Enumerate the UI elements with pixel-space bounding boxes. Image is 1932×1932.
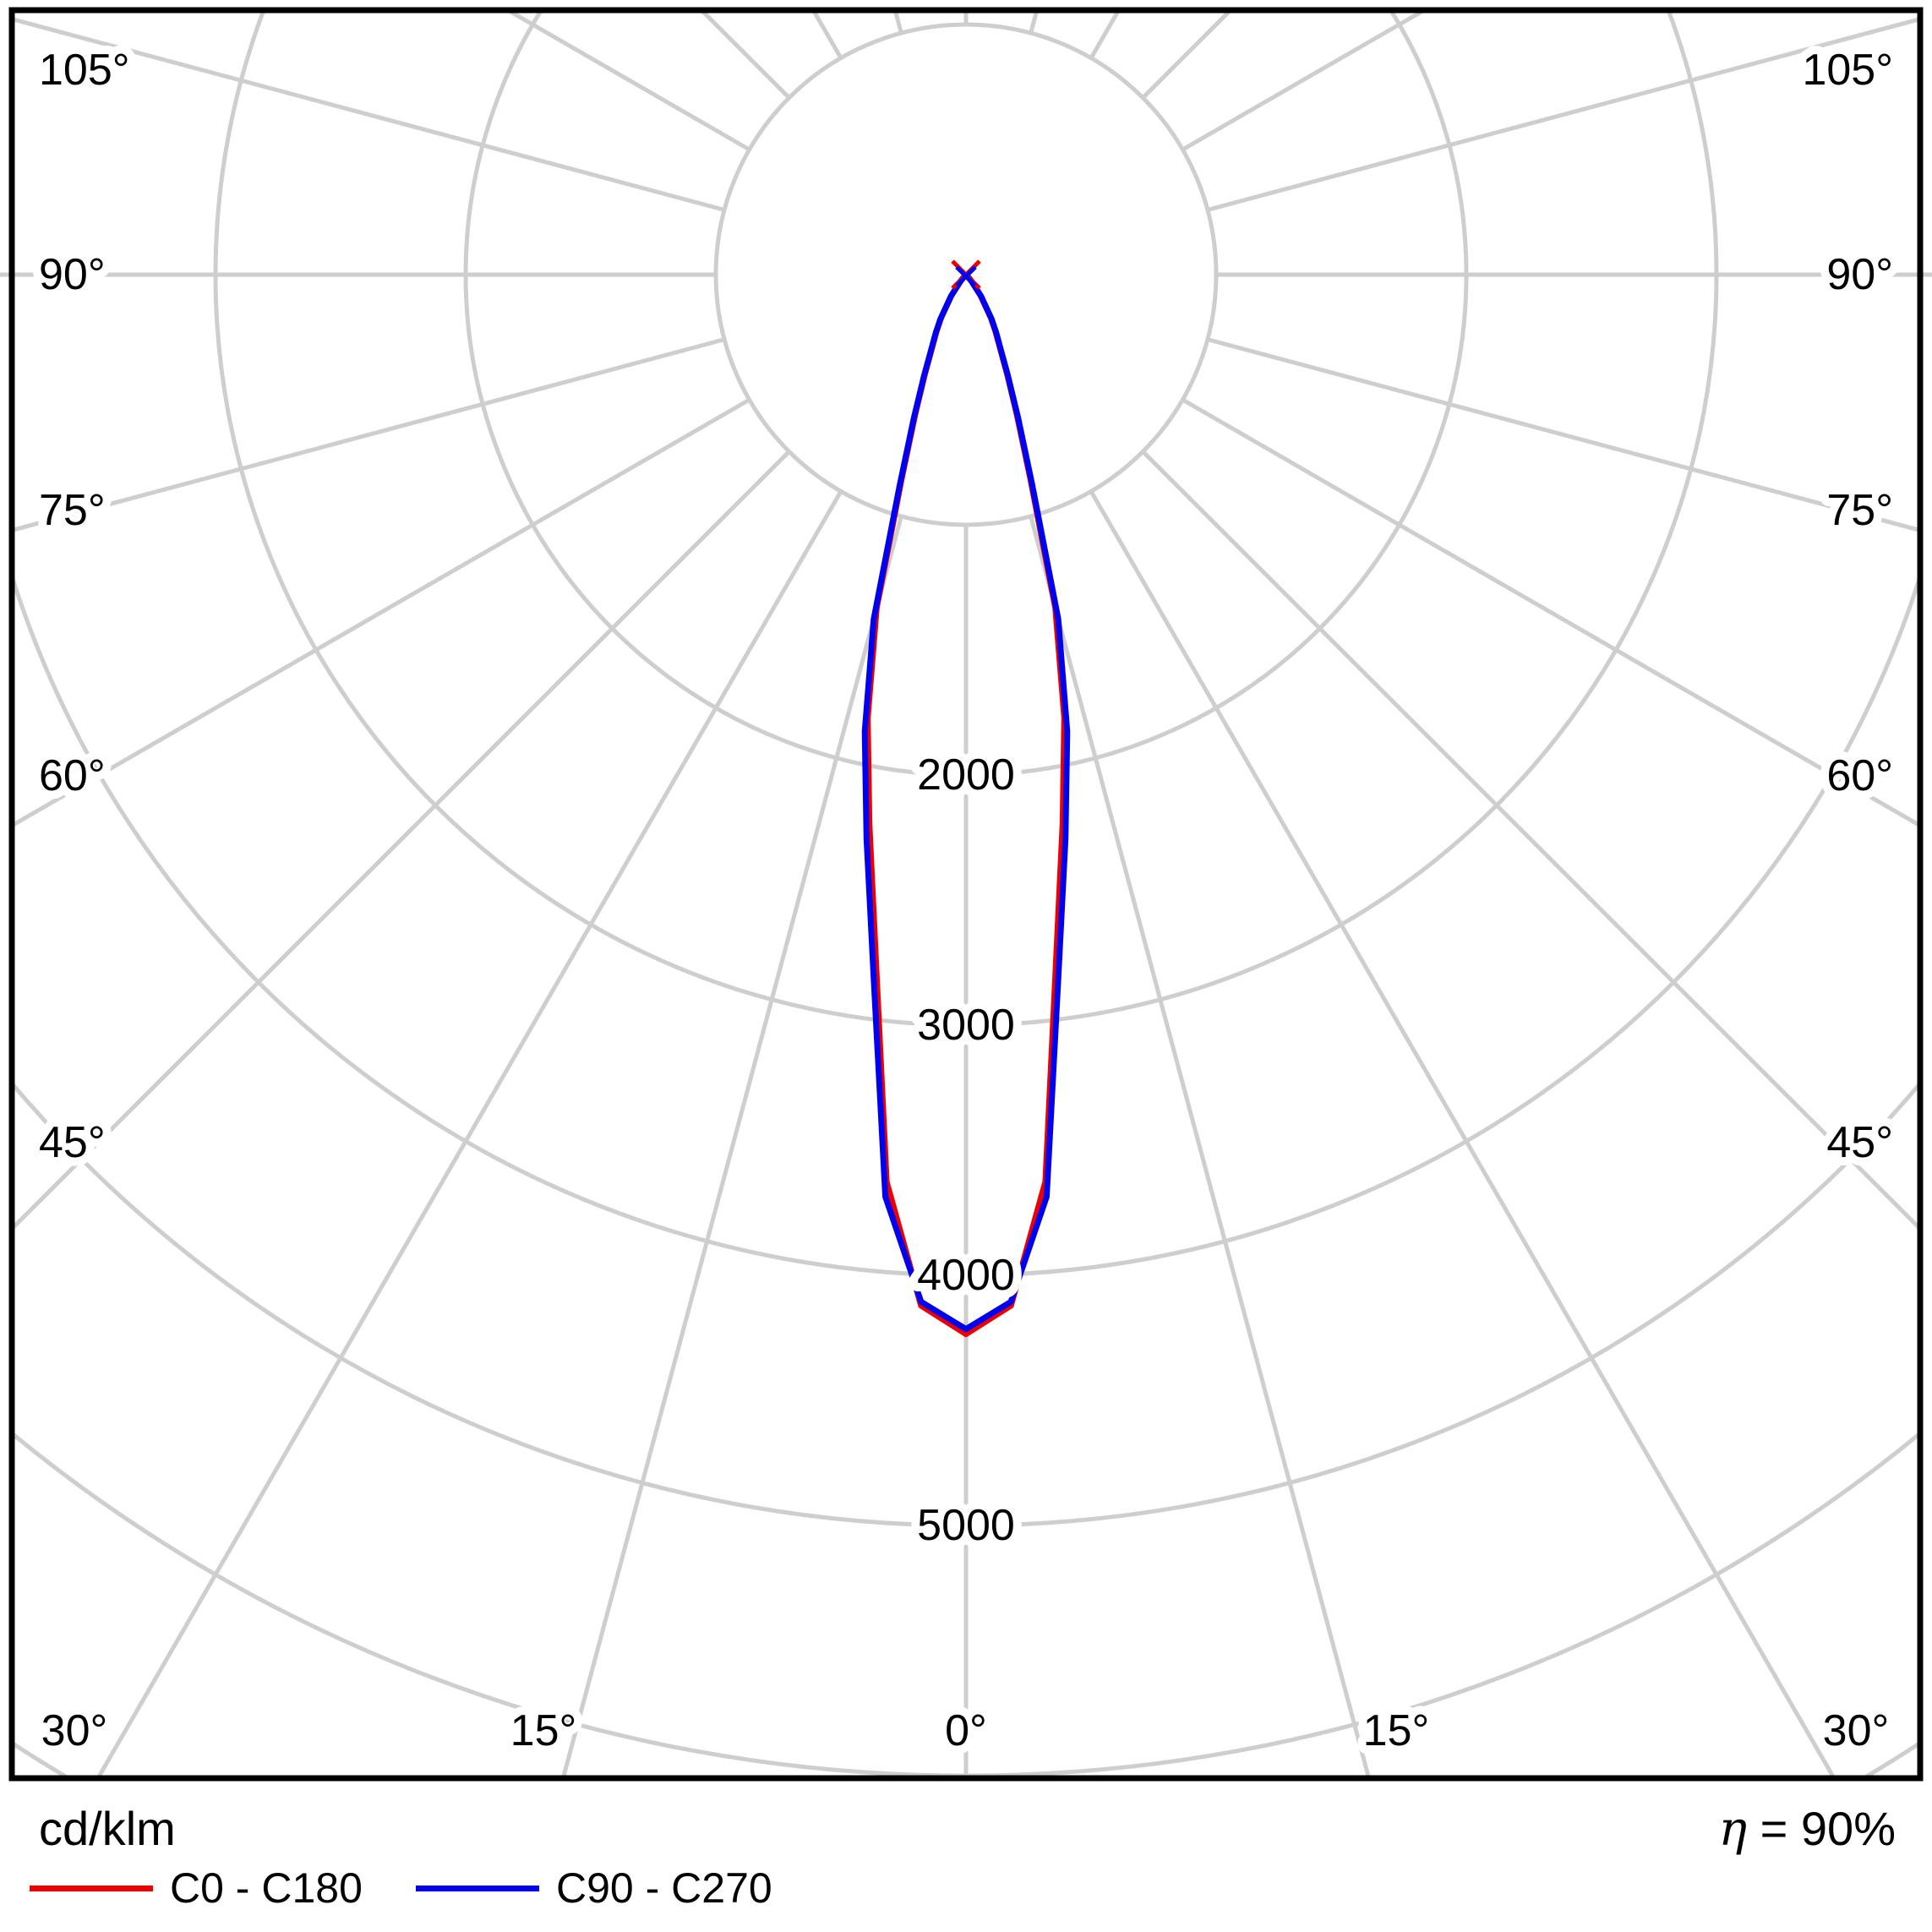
unit-label: cd/klm <box>39 1802 176 1855</box>
legend-swatch-red-line <box>30 1885 153 1891</box>
grid-radial-15-left <box>560 516 903 1778</box>
ring-label-5000: 5000 <box>917 1501 1015 1550</box>
grid-radial-75-right <box>1207 337 1920 533</box>
efficiency-value: = 90% <box>1747 1802 1896 1855</box>
angle-label-left-105°: 105° <box>39 46 130 95</box>
angle-label-bottom-4-30°: 30° <box>1823 1706 1890 1755</box>
grid-radial-30-left <box>96 490 843 1778</box>
grid-radial-45-left <box>12 450 791 1232</box>
angle-label-right-105°: 105° <box>1802 46 1893 95</box>
angle-label-right-60°: 60° <box>1826 751 1893 800</box>
angle-label-right-45°: 45° <box>1826 1118 1893 1167</box>
grid-radial-45-right <box>1141 450 1920 1232</box>
curve-c90-c270 <box>861 271 1071 1333</box>
angle-label-right-90°: 90° <box>1826 250 1893 299</box>
grid-radial-60-left <box>12 397 750 828</box>
grid-radial-105-left <box>12 16 725 212</box>
angle-label-bottom-1-15°: 15° <box>510 1706 577 1755</box>
angle-label-bottom-0-30°: 30° <box>41 1706 108 1755</box>
grid-radial-105-right <box>1207 16 1920 212</box>
legend-label-c0-c180: C0 - C180 <box>170 1864 363 1912</box>
angle-label-left-45°: 45° <box>39 1118 106 1167</box>
legend-swatch-blue-line <box>416 1885 539 1891</box>
legend-item-c90-c270: C90 - C270 <box>416 1864 772 1912</box>
angle-label-bottom-3-15°: 15° <box>1363 1706 1430 1755</box>
grid-radial-60-right <box>1182 397 1920 828</box>
ring-label-2000: 2000 <box>917 750 1015 800</box>
angle-label-left-60°: 60° <box>39 751 106 800</box>
ring-label-4000: 4000 <box>917 1251 1015 1300</box>
origin-marker-blue-x <box>955 265 977 287</box>
grid-radial-75-left <box>12 337 725 533</box>
legend-label-c90-c270: C90 - C270 <box>556 1864 772 1912</box>
angle-label-left-90°: 90° <box>39 250 106 299</box>
angle-label-left-75°: 75° <box>39 486 106 535</box>
angle-label-right-75°: 75° <box>1826 486 1893 535</box>
efficiency-label: η = 90% <box>1719 1805 1896 1853</box>
grid-radial-15-right <box>1029 516 1372 1778</box>
ring-label-3000: 3000 <box>917 1001 1015 1050</box>
eta-symbol: η <box>1718 1802 1748 1857</box>
grid-radial-30-right <box>1089 490 1836 1778</box>
legend-item-c0-c180: C0 - C180 <box>30 1864 363 1912</box>
plot-border <box>8 7 1924 1782</box>
angle-label-bottom-2-0°: 0° <box>945 1706 987 1755</box>
